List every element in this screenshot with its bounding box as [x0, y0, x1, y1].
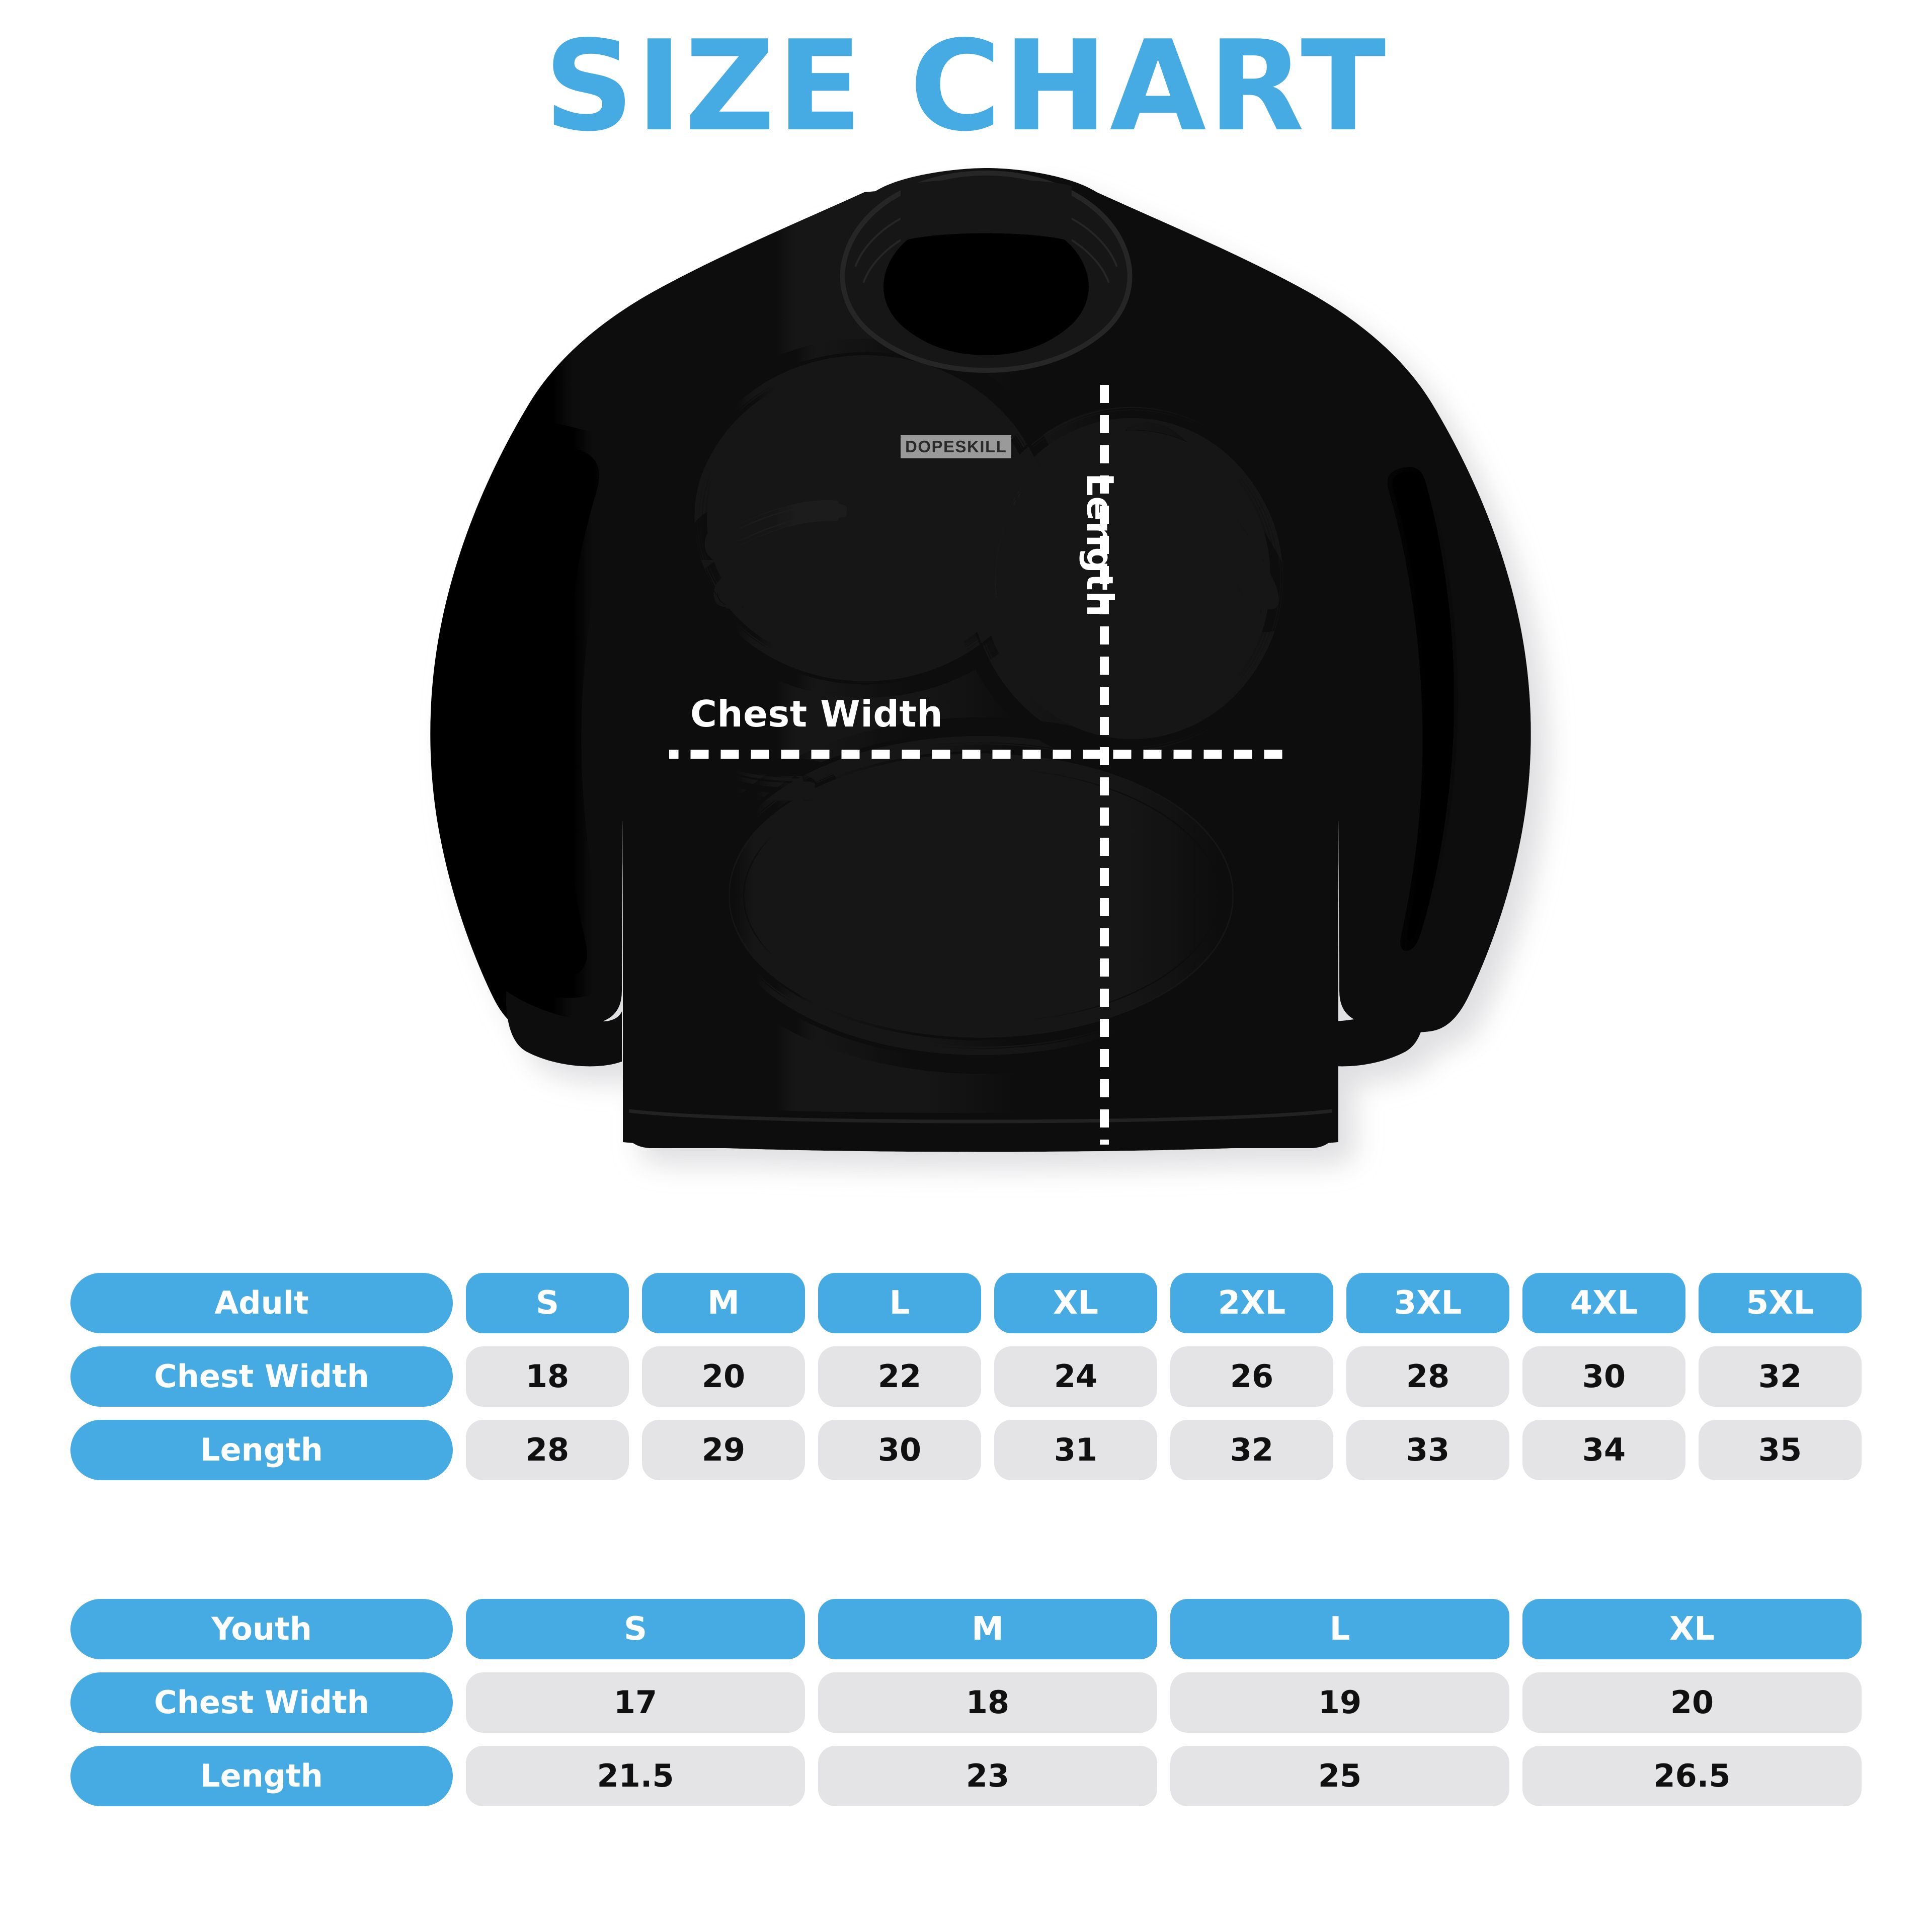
adult-chest-width-5xl: 32 [1699, 1346, 1862, 1407]
youth-chest-width-l: 19 [1170, 1672, 1509, 1733]
youth-size-table: Youth S M L XL Chest Width 17 18 19 20 L… [70, 1599, 1862, 1819]
adult-chest-width-row: Chest Width 18 20 22 24 26 28 30 32 [70, 1346, 1862, 1407]
adult-size-table: Adult S M L XL 2XL 3XL 4XL 5XL Chest Wid… [70, 1273, 1862, 1493]
youth-length-l: 25 [1170, 1746, 1509, 1806]
adult-chest-width-3xl: 28 [1346, 1346, 1509, 1407]
adult-size-header-s: S [466, 1273, 629, 1333]
garment-illustration: DOPESKILL Chest Width Length [0, 166, 1932, 1253]
adult-length-4xl: 34 [1522, 1420, 1685, 1480]
adult-size-header-5xl: 5XL [1699, 1273, 1862, 1333]
brand-neck-label: DOPESKILL [901, 435, 1012, 458]
chest-width-dashed-line [669, 750, 1285, 759]
youth-length-s: 21.5 [466, 1746, 805, 1806]
youth-chest-width-s: 17 [466, 1672, 805, 1733]
adult-chest-width-xl: 24 [994, 1346, 1157, 1407]
adult-group-label: Adult [70, 1273, 453, 1333]
adult-length-s: 28 [466, 1420, 629, 1480]
page-title: SIZE CHART [544, 14, 1388, 159]
youth-chest-width-m: 18 [818, 1672, 1157, 1733]
adult-length-xl: 31 [994, 1420, 1157, 1480]
adult-chest-width-m: 20 [642, 1346, 805, 1407]
adult-length-l: 30 [818, 1420, 981, 1480]
longsleeve-shirt-graphic [430, 168, 1531, 1152]
youth-chest-width-xl: 20 [1522, 1672, 1862, 1733]
adult-length-row: Length 28 29 30 31 32 33 34 35 [70, 1420, 1862, 1480]
length-measure-label: Length [1079, 473, 1121, 617]
chest-width-measure-label: Chest Width [690, 693, 943, 735]
length-dashed-line [1100, 380, 1109, 1145]
youth-size-header-m: M [818, 1599, 1157, 1659]
adult-size-header-l: L [818, 1273, 981, 1333]
adult-size-header-3xl: 3XL [1346, 1273, 1509, 1333]
adult-chest-width-l: 22 [818, 1346, 981, 1407]
youth-header-row: Youth S M L XL [70, 1599, 1862, 1659]
adult-chest-width-4xl: 30 [1522, 1346, 1685, 1407]
youth-group-label: Youth [70, 1599, 453, 1659]
adult-length-3xl: 33 [1346, 1420, 1509, 1480]
youth-size-header-l: L [1170, 1599, 1509, 1659]
adult-length-label: Length [70, 1420, 453, 1480]
youth-size-header-xl: XL [1522, 1599, 1862, 1659]
youth-chest-width-label: Chest Width [70, 1672, 453, 1733]
youth-length-label: Length [70, 1746, 453, 1806]
youth-length-m: 23 [818, 1746, 1157, 1806]
youth-chest-width-row: Chest Width 17 18 19 20 [70, 1672, 1862, 1733]
youth-length-row: Length 21.5 23 25 26.5 [70, 1746, 1862, 1806]
adult-size-header-2xl: 2XL [1170, 1273, 1333, 1333]
adult-chest-width-label: Chest Width [70, 1346, 453, 1407]
adult-header-row: Adult S M L XL 2XL 3XL 4XL 5XL [70, 1273, 1862, 1333]
adult-size-header-4xl: 4XL [1522, 1273, 1685, 1333]
adult-size-header-xl: XL [994, 1273, 1157, 1333]
adult-chest-width-s: 18 [466, 1346, 629, 1407]
adult-size-header-m: M [642, 1273, 805, 1333]
youth-length-xl: 26.5 [1522, 1746, 1862, 1806]
adult-length-m: 29 [642, 1420, 805, 1480]
adult-length-2xl: 32 [1170, 1420, 1333, 1480]
youth-size-header-s: S [466, 1599, 805, 1659]
adult-length-5xl: 35 [1699, 1420, 1862, 1480]
adult-chest-width-2xl: 26 [1170, 1346, 1333, 1407]
